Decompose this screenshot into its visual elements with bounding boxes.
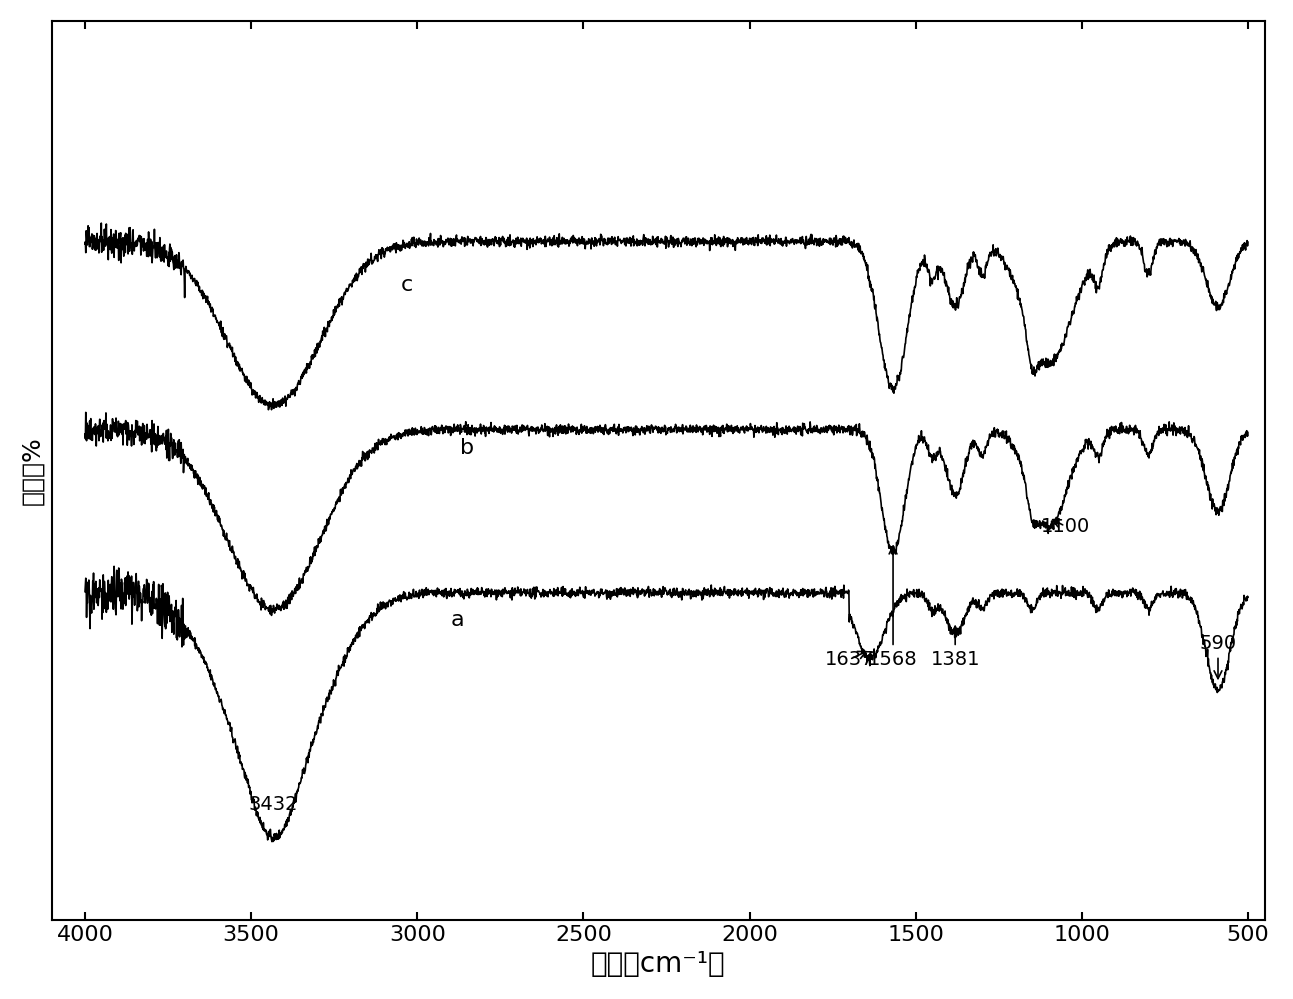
X-axis label: 波数（cm⁻¹）: 波数（cm⁻¹） (591, 950, 725, 978)
Text: b: b (460, 438, 475, 458)
Text: 1637: 1637 (825, 650, 874, 669)
Text: a: a (450, 609, 464, 629)
Text: 1568: 1568 (868, 546, 918, 669)
Text: 1381: 1381 (931, 626, 980, 669)
Text: 1100: 1100 (1041, 516, 1090, 535)
Text: c: c (401, 275, 412, 295)
Text: 3432: 3432 (250, 794, 299, 813)
Y-axis label: 透射比%: 透射比% (21, 436, 45, 504)
Text: 590: 590 (1200, 633, 1236, 678)
